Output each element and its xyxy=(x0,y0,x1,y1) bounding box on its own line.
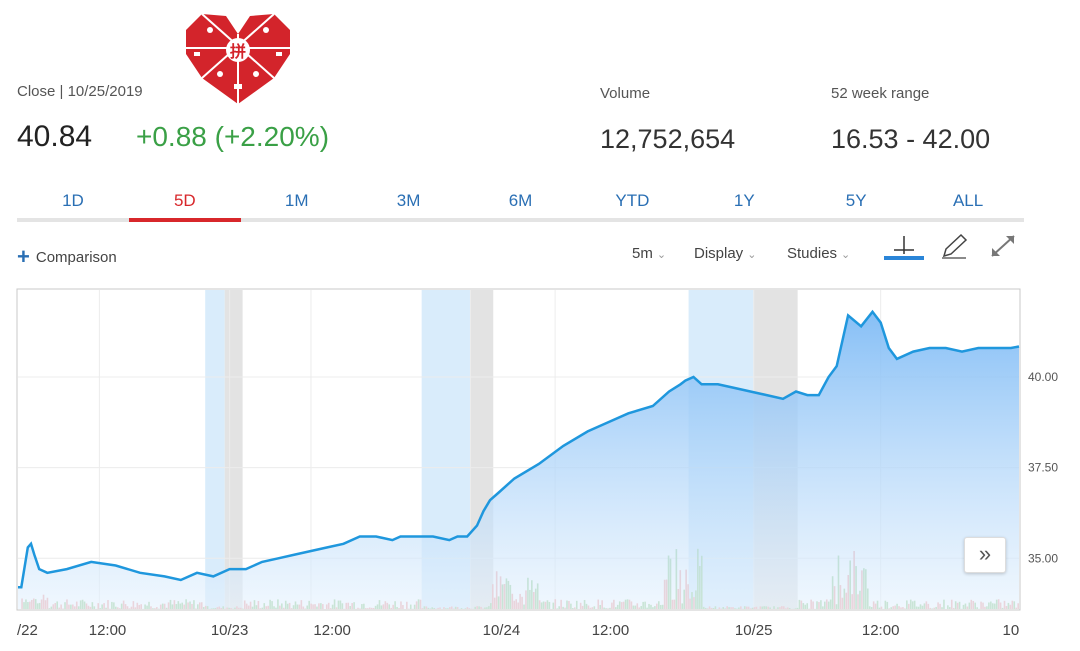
scroll-forward-button[interactable]: » xyxy=(964,537,1006,573)
x-tick-label: 12:00 xyxy=(89,622,127,639)
interval-label: 5m xyxy=(632,245,653,262)
tab-1y[interactable]: 1Y xyxy=(733,191,755,210)
y-tick-label: 37.50 xyxy=(1028,461,1058,475)
y-tick-label: 40.00 xyxy=(1028,370,1058,384)
x-tick-label: 12:00 xyxy=(313,622,351,639)
studies-dropdown[interactable]: Studies ⌄ xyxy=(787,245,850,262)
range-tabs: 1D 5D 1M 3M 6M YTD 1Y 5Y ALL xyxy=(17,186,1024,222)
chevron-down-icon: ⌄ xyxy=(841,249,851,261)
pinduoduo-heart-logo: 拼 xyxy=(186,13,290,104)
tab-1m[interactable]: 1M xyxy=(284,191,309,210)
crosshair-icon[interactable] xyxy=(884,232,924,262)
tab-5d[interactable]: 5D xyxy=(128,186,241,222)
interval-dropdown[interactable]: 5m ⌄ xyxy=(632,245,666,262)
range-label: 52 week range xyxy=(831,85,930,102)
plus-icon: + xyxy=(17,244,30,269)
tab-ytd[interactable]: YTD xyxy=(615,191,650,210)
x-tick-label: /22 xyxy=(17,622,38,639)
pencil-icon[interactable] xyxy=(936,232,976,262)
x-tick-label: 12:00 xyxy=(862,622,900,639)
x-tick-label: 10 xyxy=(1003,622,1020,639)
chevron-down-icon: ⌄ xyxy=(747,249,757,261)
price-change: +0.88 (+2.20%) xyxy=(136,121,330,152)
tab-6m[interactable]: 6M xyxy=(508,191,533,210)
price-chart[interactable]: 40.00 37.50 35.00 /22 12:00 10/23 12:00 10/24 1… xyxy=(0,285,1080,651)
range-value: 16.53 - 42.00 xyxy=(831,124,991,154)
tab-1d[interactable]: 1D xyxy=(62,191,84,210)
session-band xyxy=(205,290,225,609)
close-price: 40.84 xyxy=(17,120,93,153)
tab-3m[interactable]: 3M xyxy=(396,191,421,210)
x-tick-label: 10/25 xyxy=(735,622,773,639)
expand-icon[interactable] xyxy=(984,232,1024,262)
tab-5y[interactable]: 5Y xyxy=(845,191,867,210)
y-axis: 40.00 37.50 35.00 xyxy=(1028,370,1058,565)
x-axis: /22 12:00 10/23 12:00 10/24 12:00 10/25 12:00 10 xyxy=(17,622,1019,639)
x-tick-label: 10/23 xyxy=(211,622,249,639)
y-tick-label: 35.00 xyxy=(1028,551,1058,565)
session-band xyxy=(224,290,243,609)
chevron-down-icon: ⌄ xyxy=(656,249,667,261)
price-line xyxy=(18,309,1020,589)
volume-value: 12,752,654 xyxy=(600,124,736,154)
volume-label: Volume xyxy=(600,85,651,102)
display-dropdown[interactable]: Display ⌄ xyxy=(694,245,756,262)
svg-text:拼: 拼 xyxy=(230,42,246,61)
studies-label: Studies xyxy=(787,245,838,262)
comparison-label: Comparison xyxy=(35,249,117,266)
display-label: Display xyxy=(694,245,744,262)
x-tick-label: 10/24 xyxy=(483,622,521,639)
tab-all[interactable]: ALL xyxy=(952,191,984,210)
double-chevron-right-icon: » xyxy=(978,541,992,566)
close-date-label: Close | 10/25/2019 xyxy=(17,83,143,100)
x-tick-label: 12:00 xyxy=(592,622,630,639)
price-area xyxy=(18,311,1019,609)
comparison-button[interactable]: + Comparison xyxy=(17,244,117,270)
